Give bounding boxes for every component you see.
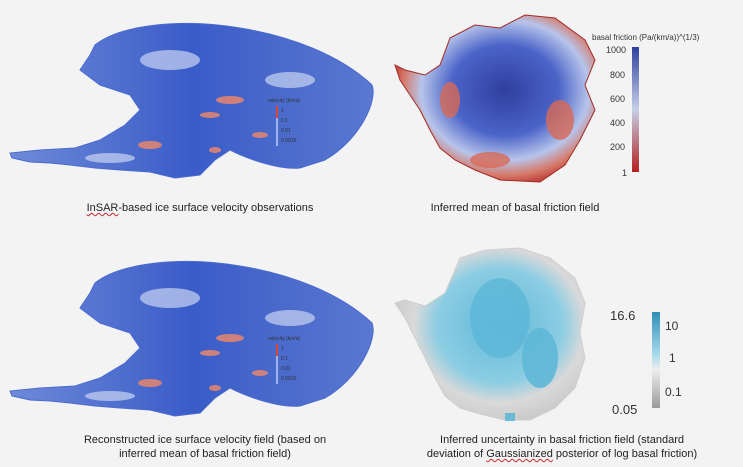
svg-text:400: 400: [610, 118, 625, 128]
caption-friction-uncertainty: Inferred uncertainty in basal friction f…: [426, 434, 698, 460]
svg-text:600: 600: [610, 94, 625, 104]
uncertainty-min-label: 0.05: [612, 402, 637, 417]
svg-text:0.1: 0.1: [281, 356, 288, 362]
svg-text:800: 800: [610, 70, 625, 80]
velocity-observations-map: velocity (km/a) 1 0.1 0.01 0.0016: [9, 22, 374, 179]
fast-flow-streaks: [138, 334, 268, 391]
velocity-reconstructed-map: velocity (km/a) 1 0.1 0.01 0.0016: [9, 260, 374, 417]
svg-text:0.01: 0.01: [281, 128, 291, 134]
svg-text:0.1: 0.1: [281, 118, 288, 124]
caption-velocity-observations: InSAR-based ice surface velocity observa…: [86, 202, 314, 214]
friction-colorbar-title: basal friction (Pa/(km/a))^(1/3): [592, 33, 700, 42]
velocity-legend: velocity (km/a) 1 0.1 0.01 0.0016: [268, 98, 301, 146]
uncertainty-max-label: 16.6: [610, 308, 635, 323]
friction-colorbar: basal friction (Pa/(km/a))^(1/3) 1000 80…: [592, 33, 700, 178]
svg-text:200: 200: [610, 142, 625, 152]
svg-text:10: 10: [665, 319, 679, 333]
svg-text:1: 1: [281, 346, 284, 352]
fast-flow-streaks: [138, 96, 268, 153]
uncertainty-colorbar: 16.6 10 1 0.1 0.05: [610, 308, 682, 417]
velocity-legend: velocity (km/a) 1 0.1 0.01 0.0016: [268, 336, 301, 384]
friction-mean-map: basal friction (Pa/(km/a))^(1/3) 1000 80…: [394, 14, 700, 183]
svg-text:0.0016: 0.0016: [281, 376, 297, 382]
velocity-observations-panel: velocity (km/a) 1 0.1 0.01 0.0016: [0, 0, 380, 195]
velocity-reconstructed-panel: velocity (km/a) 1 0.1 0.01 0.0016: [0, 238, 380, 433]
velocity-legend-title: velocity (km/a): [268, 98, 301, 104]
friction-uncertainty-panel: 16.6 10 1 0.1 0.05: [380, 238, 743, 433]
svg-text:0.0016: 0.0016: [281, 138, 297, 144]
svg-text:1: 1: [622, 168, 627, 178]
svg-text:0.1: 0.1: [665, 385, 682, 399]
svg-text:1: 1: [669, 351, 676, 365]
friction-uncertainty-map: 16.6 10 1 0.1 0.05: [394, 247, 682, 421]
caption-velocity-reconstructed: Reconstructed ice surface velocity field…: [83, 434, 327, 460]
svg-text:0.01: 0.01: [281, 366, 291, 372]
svg-text:velocity (km/a): velocity (km/a): [268, 336, 301, 342]
friction-mean-panel: basal friction (Pa/(km/a))^(1/3) 1000 80…: [380, 0, 743, 195]
svg-text:1000: 1000: [606, 45, 626, 55]
caption-friction-mean: Inferred mean of basal friction field: [430, 202, 600, 214]
friction-streaks: [440, 82, 574, 168]
svg-text:1: 1: [281, 108, 284, 114]
